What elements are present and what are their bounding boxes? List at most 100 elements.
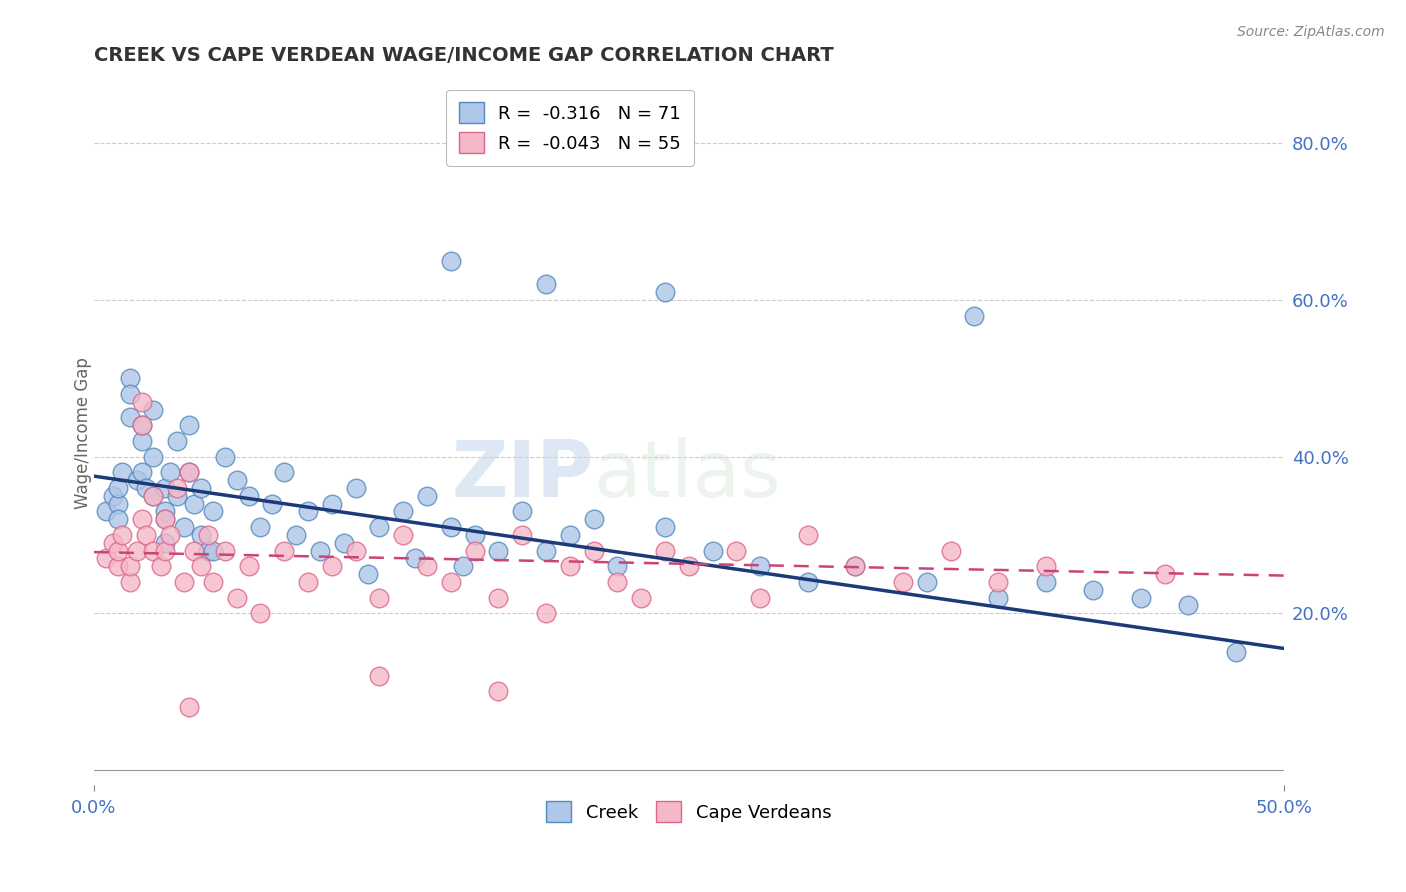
Point [368, 520, 391, 534]
Point [131, 434, 153, 448]
Point [582, 512, 605, 526]
Legend: Creek, Cape Verdeans: Creek, Cape Verdeans [538, 794, 839, 830]
Point [273, 543, 295, 558]
Point [183, 497, 205, 511]
Point [344, 481, 367, 495]
Point [344, 543, 367, 558]
Point [183, 543, 205, 558]
Point [125, 543, 148, 558]
Text: ZIP: ZIP [451, 437, 593, 514]
Point [190, 481, 212, 495]
Point [142, 489, 165, 503]
Point [166, 434, 188, 448]
Point [201, 574, 224, 589]
Point [582, 543, 605, 558]
Point [201, 504, 224, 518]
Point [238, 559, 260, 574]
Point [155, 535, 177, 549]
Point [177, 465, 200, 479]
Point [630, 591, 652, 605]
Point [214, 543, 236, 558]
Point [159, 465, 181, 479]
Point [101, 535, 124, 549]
Point [440, 574, 463, 589]
Point [678, 559, 700, 574]
Point [606, 574, 628, 589]
Point [197, 528, 219, 542]
Point [297, 574, 319, 589]
Point [155, 481, 177, 495]
Point [416, 559, 439, 574]
Point [510, 504, 533, 518]
Point [725, 543, 748, 558]
Point [177, 465, 200, 479]
Y-axis label: Wage/Income Gap: Wage/Income Gap [75, 357, 91, 509]
Point [1225, 645, 1247, 659]
Point [107, 497, 129, 511]
Point [285, 528, 308, 542]
Point [155, 512, 177, 526]
Point [309, 543, 332, 558]
Point [749, 591, 772, 605]
Point [939, 543, 962, 558]
Point [392, 528, 415, 542]
Point [94, 551, 117, 566]
Point [177, 700, 200, 714]
Point [173, 574, 195, 589]
Point [987, 591, 1010, 605]
Point [201, 543, 224, 558]
Point [510, 528, 533, 542]
Point [416, 489, 439, 503]
Text: CREEK VS CAPE VERDEAN WAGE/INCOME GAP CORRELATION CHART: CREEK VS CAPE VERDEAN WAGE/INCOME GAP CO… [94, 46, 834, 65]
Point [118, 559, 141, 574]
Text: Source: ZipAtlas.com: Source: ZipAtlas.com [1237, 25, 1385, 39]
Point [131, 512, 153, 526]
Point [321, 497, 343, 511]
Point [111, 528, 134, 542]
Point [166, 481, 188, 495]
Point [749, 559, 772, 574]
Point [173, 520, 195, 534]
Point [155, 512, 177, 526]
Point [440, 520, 463, 534]
Point [1083, 582, 1105, 597]
Point [118, 387, 141, 401]
Point [654, 543, 676, 558]
Point [392, 504, 415, 518]
Point [214, 450, 236, 464]
Point [1035, 559, 1057, 574]
Point [404, 551, 426, 566]
Point [297, 504, 319, 518]
Point [987, 574, 1010, 589]
Point [486, 543, 509, 558]
Point [558, 528, 581, 542]
Point [118, 574, 141, 589]
Point [131, 465, 153, 479]
Point [149, 559, 172, 574]
Point [177, 418, 200, 433]
Point [844, 559, 866, 574]
Point [915, 574, 938, 589]
Point [1129, 591, 1152, 605]
Point [238, 489, 260, 503]
Point [368, 669, 391, 683]
Point [142, 543, 165, 558]
Point [796, 574, 818, 589]
Point [225, 473, 247, 487]
Point [142, 450, 165, 464]
Point [464, 528, 486, 542]
Point [1177, 599, 1199, 613]
Point [166, 489, 188, 503]
Point [486, 591, 509, 605]
Point [464, 543, 486, 558]
Point [249, 606, 271, 620]
Point [159, 528, 181, 542]
Point [111, 465, 134, 479]
Text: atlas: atlas [593, 437, 782, 514]
Point [107, 559, 129, 574]
Point [118, 410, 141, 425]
Point [155, 504, 177, 518]
Point [1153, 567, 1175, 582]
Point [107, 481, 129, 495]
Point [654, 285, 676, 299]
